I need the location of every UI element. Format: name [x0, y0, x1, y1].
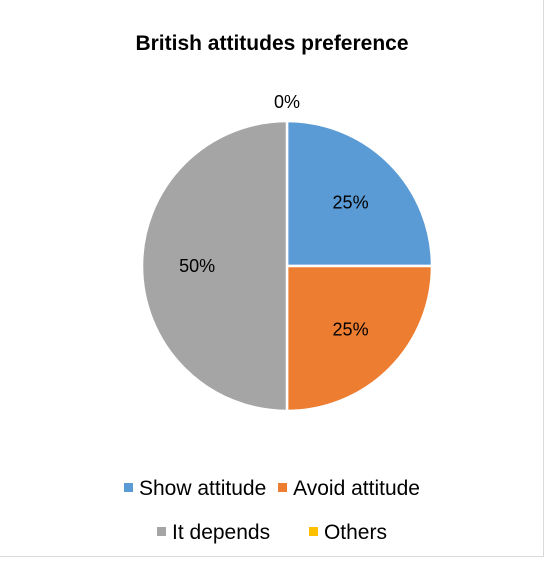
- legend-label-others: Others: [323, 521, 387, 544]
- data-label-avoid-attitude: 25%: [333, 320, 369, 340]
- data-label-show-attitude: 25%: [333, 192, 369, 212]
- legend-item-avoid-attitude: Avoid attitude: [278, 477, 420, 501]
- data-label-it-depends: 50%: [179, 256, 215, 276]
- pie-chart: 25% 25% 50% 0%: [140, 92, 434, 413]
- legend-swatch-it-depends: [157, 526, 167, 536]
- legend-swatch-show-attitude: [124, 482, 133, 492]
- pie-slice-it-depends: [140, 119, 289, 413]
- legend-item-show-attitude: Show attitude: [124, 477, 266, 501]
- legend-label-show-attitude: Show attitude: [139, 477, 267, 500]
- pie-slice-avoid-attitude: [285, 264, 434, 413]
- legend-item-it-depends: It depends: [157, 521, 270, 545]
- legend-label-avoid-attitude: Avoid attitude: [293, 477, 420, 500]
- legend-row-2: It depends Others: [0, 521, 544, 545]
- legend-swatch-others: [308, 526, 318, 536]
- data-label-others: 0%: [274, 92, 300, 112]
- legend-swatch-avoid-attitude: [278, 482, 288, 492]
- pie-slice-show-attitude: [285, 119, 434, 268]
- legend-label-it-depends: It depends: [172, 521, 271, 544]
- legend-row-1: Show attitude Avoid attitude: [0, 477, 544, 501]
- legend-item-others: Others: [308, 521, 387, 545]
- chart-title: British attitudes preference: [135, 32, 409, 55]
